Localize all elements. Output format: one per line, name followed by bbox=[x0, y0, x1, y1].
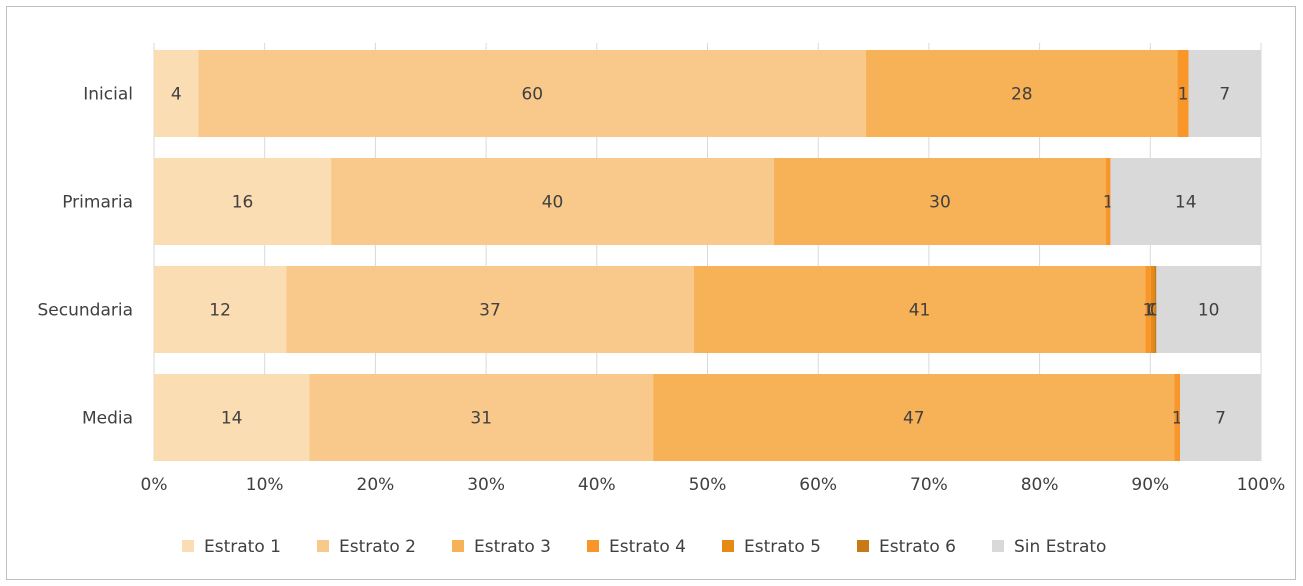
x-tick-label: 50% bbox=[689, 475, 727, 495]
bar-estrato-4 bbox=[1106, 158, 1111, 245]
bar-estrato-4 bbox=[1174, 374, 1181, 461]
legend-swatch-sin-estrato bbox=[992, 540, 1004, 552]
bar-sin-estrato bbox=[1156, 266, 1261, 353]
data-label: 1 bbox=[1172, 409, 1183, 429]
bar-estrato-2 bbox=[286, 266, 694, 353]
data-label: 31 bbox=[470, 409, 492, 429]
legend-swatch-estrato-5 bbox=[722, 540, 734, 552]
legend-label-estrato-5: Estrato 5 bbox=[744, 537, 821, 557]
bar-sin-estrato bbox=[1188, 50, 1261, 137]
bar-estrato-3 bbox=[866, 50, 1178, 137]
legend-swatch-estrato-2 bbox=[317, 540, 329, 552]
chart-frame: 4 60 28 1 7 16 40 30 1 14 12 37 41 1 0 0 10 14 31 47 1 7 Inic… bbox=[6, 6, 1296, 580]
category-label: Primaria bbox=[62, 193, 133, 213]
bar-estrato-5 bbox=[1150, 266, 1155, 353]
x-tick-label: 60% bbox=[799, 475, 837, 495]
x-tick-label: 40% bbox=[578, 475, 616, 495]
x-tick-label: 0% bbox=[141, 475, 168, 495]
bar-sin-estrato bbox=[1110, 158, 1261, 245]
category-label: Secundaria bbox=[38, 301, 133, 321]
data-label: 1 bbox=[1143, 301, 1154, 321]
legend-label-estrato-2: Estrato 2 bbox=[339, 537, 416, 557]
data-label: 0 bbox=[1150, 301, 1161, 321]
category-label: Media bbox=[82, 409, 133, 429]
x-tick-label: 30% bbox=[467, 475, 505, 495]
data-label: 40 bbox=[542, 193, 564, 213]
x-tick-labels: 0% 10% 20% 30% 40% 50% 60% 70% 80% 90% 100% bbox=[141, 475, 1286, 495]
bar-estrato-3 bbox=[653, 374, 1175, 461]
data-label: 47 bbox=[903, 409, 925, 429]
data-label: 28 bbox=[1011, 85, 1033, 105]
data-label: 14 bbox=[1175, 193, 1197, 213]
bar-estrato-1 bbox=[154, 266, 287, 353]
bar-estrato-1 bbox=[154, 374, 310, 461]
bar-estrato-4 bbox=[1145, 266, 1151, 353]
data-label: 37 bbox=[479, 301, 501, 321]
x-tick-label: 90% bbox=[1131, 475, 1169, 495]
x-tick-label: 70% bbox=[910, 475, 948, 495]
data-label: 14 bbox=[221, 409, 243, 429]
x-tick-label: 20% bbox=[357, 475, 395, 495]
data-label: 7 bbox=[1215, 409, 1226, 429]
legend-swatch-estrato-4 bbox=[587, 540, 599, 552]
legend-label-estrato-4: Estrato 4 bbox=[609, 537, 686, 557]
category-label: Inicial bbox=[83, 85, 133, 105]
bar-estrato-6 bbox=[1154, 266, 1157, 353]
data-label: 16 bbox=[232, 193, 254, 213]
bar-sin-estrato bbox=[1180, 374, 1261, 461]
bar-estrato-4 bbox=[1177, 50, 1189, 137]
x-tick-label: 80% bbox=[1021, 475, 1059, 495]
data-label: 7 bbox=[1219, 85, 1230, 105]
data-label: 1 bbox=[1178, 85, 1189, 105]
data-label: 12 bbox=[209, 301, 231, 321]
data-label: 4 bbox=[171, 85, 182, 105]
x-tick-label: 100% bbox=[1237, 475, 1286, 495]
bar-estrato-2 bbox=[331, 158, 774, 245]
bar-estrato-1 bbox=[154, 50, 199, 137]
legend-label-estrato-1: Estrato 1 bbox=[204, 537, 281, 557]
legend-label-sin-estrato: Sin Estrato bbox=[1014, 537, 1106, 557]
legend: Estrato 1 Estrato 2 Estrato 3 Estrato 4 Estr… bbox=[182, 537, 1106, 557]
data-label: 60 bbox=[521, 85, 543, 105]
legend-label-estrato-3: Estrato 3 bbox=[474, 537, 551, 557]
legend-label-estrato-6: Estrato 6 bbox=[879, 537, 956, 557]
bar-estrato-3 bbox=[773, 158, 1107, 245]
legend-swatch-estrato-6 bbox=[857, 540, 869, 552]
category-labels: Inicial Primaria Secundaria Media bbox=[38, 85, 133, 429]
bar-estrato-3 bbox=[693, 266, 1146, 353]
bar-estrato-1 bbox=[154, 158, 332, 245]
data-label: 41 bbox=[909, 301, 931, 321]
data-label: 0 bbox=[1147, 301, 1158, 321]
data-label: 1 bbox=[1103, 193, 1114, 213]
bar-estrato-2 bbox=[198, 50, 867, 137]
x-tick-label: 10% bbox=[246, 475, 284, 495]
legend-swatch-estrato-3 bbox=[452, 540, 464, 552]
bar-estrato-2 bbox=[309, 374, 654, 461]
data-label: 10 bbox=[1198, 301, 1220, 321]
legend-swatch-estrato-1 bbox=[182, 540, 194, 552]
data-label: 30 bbox=[929, 193, 951, 213]
